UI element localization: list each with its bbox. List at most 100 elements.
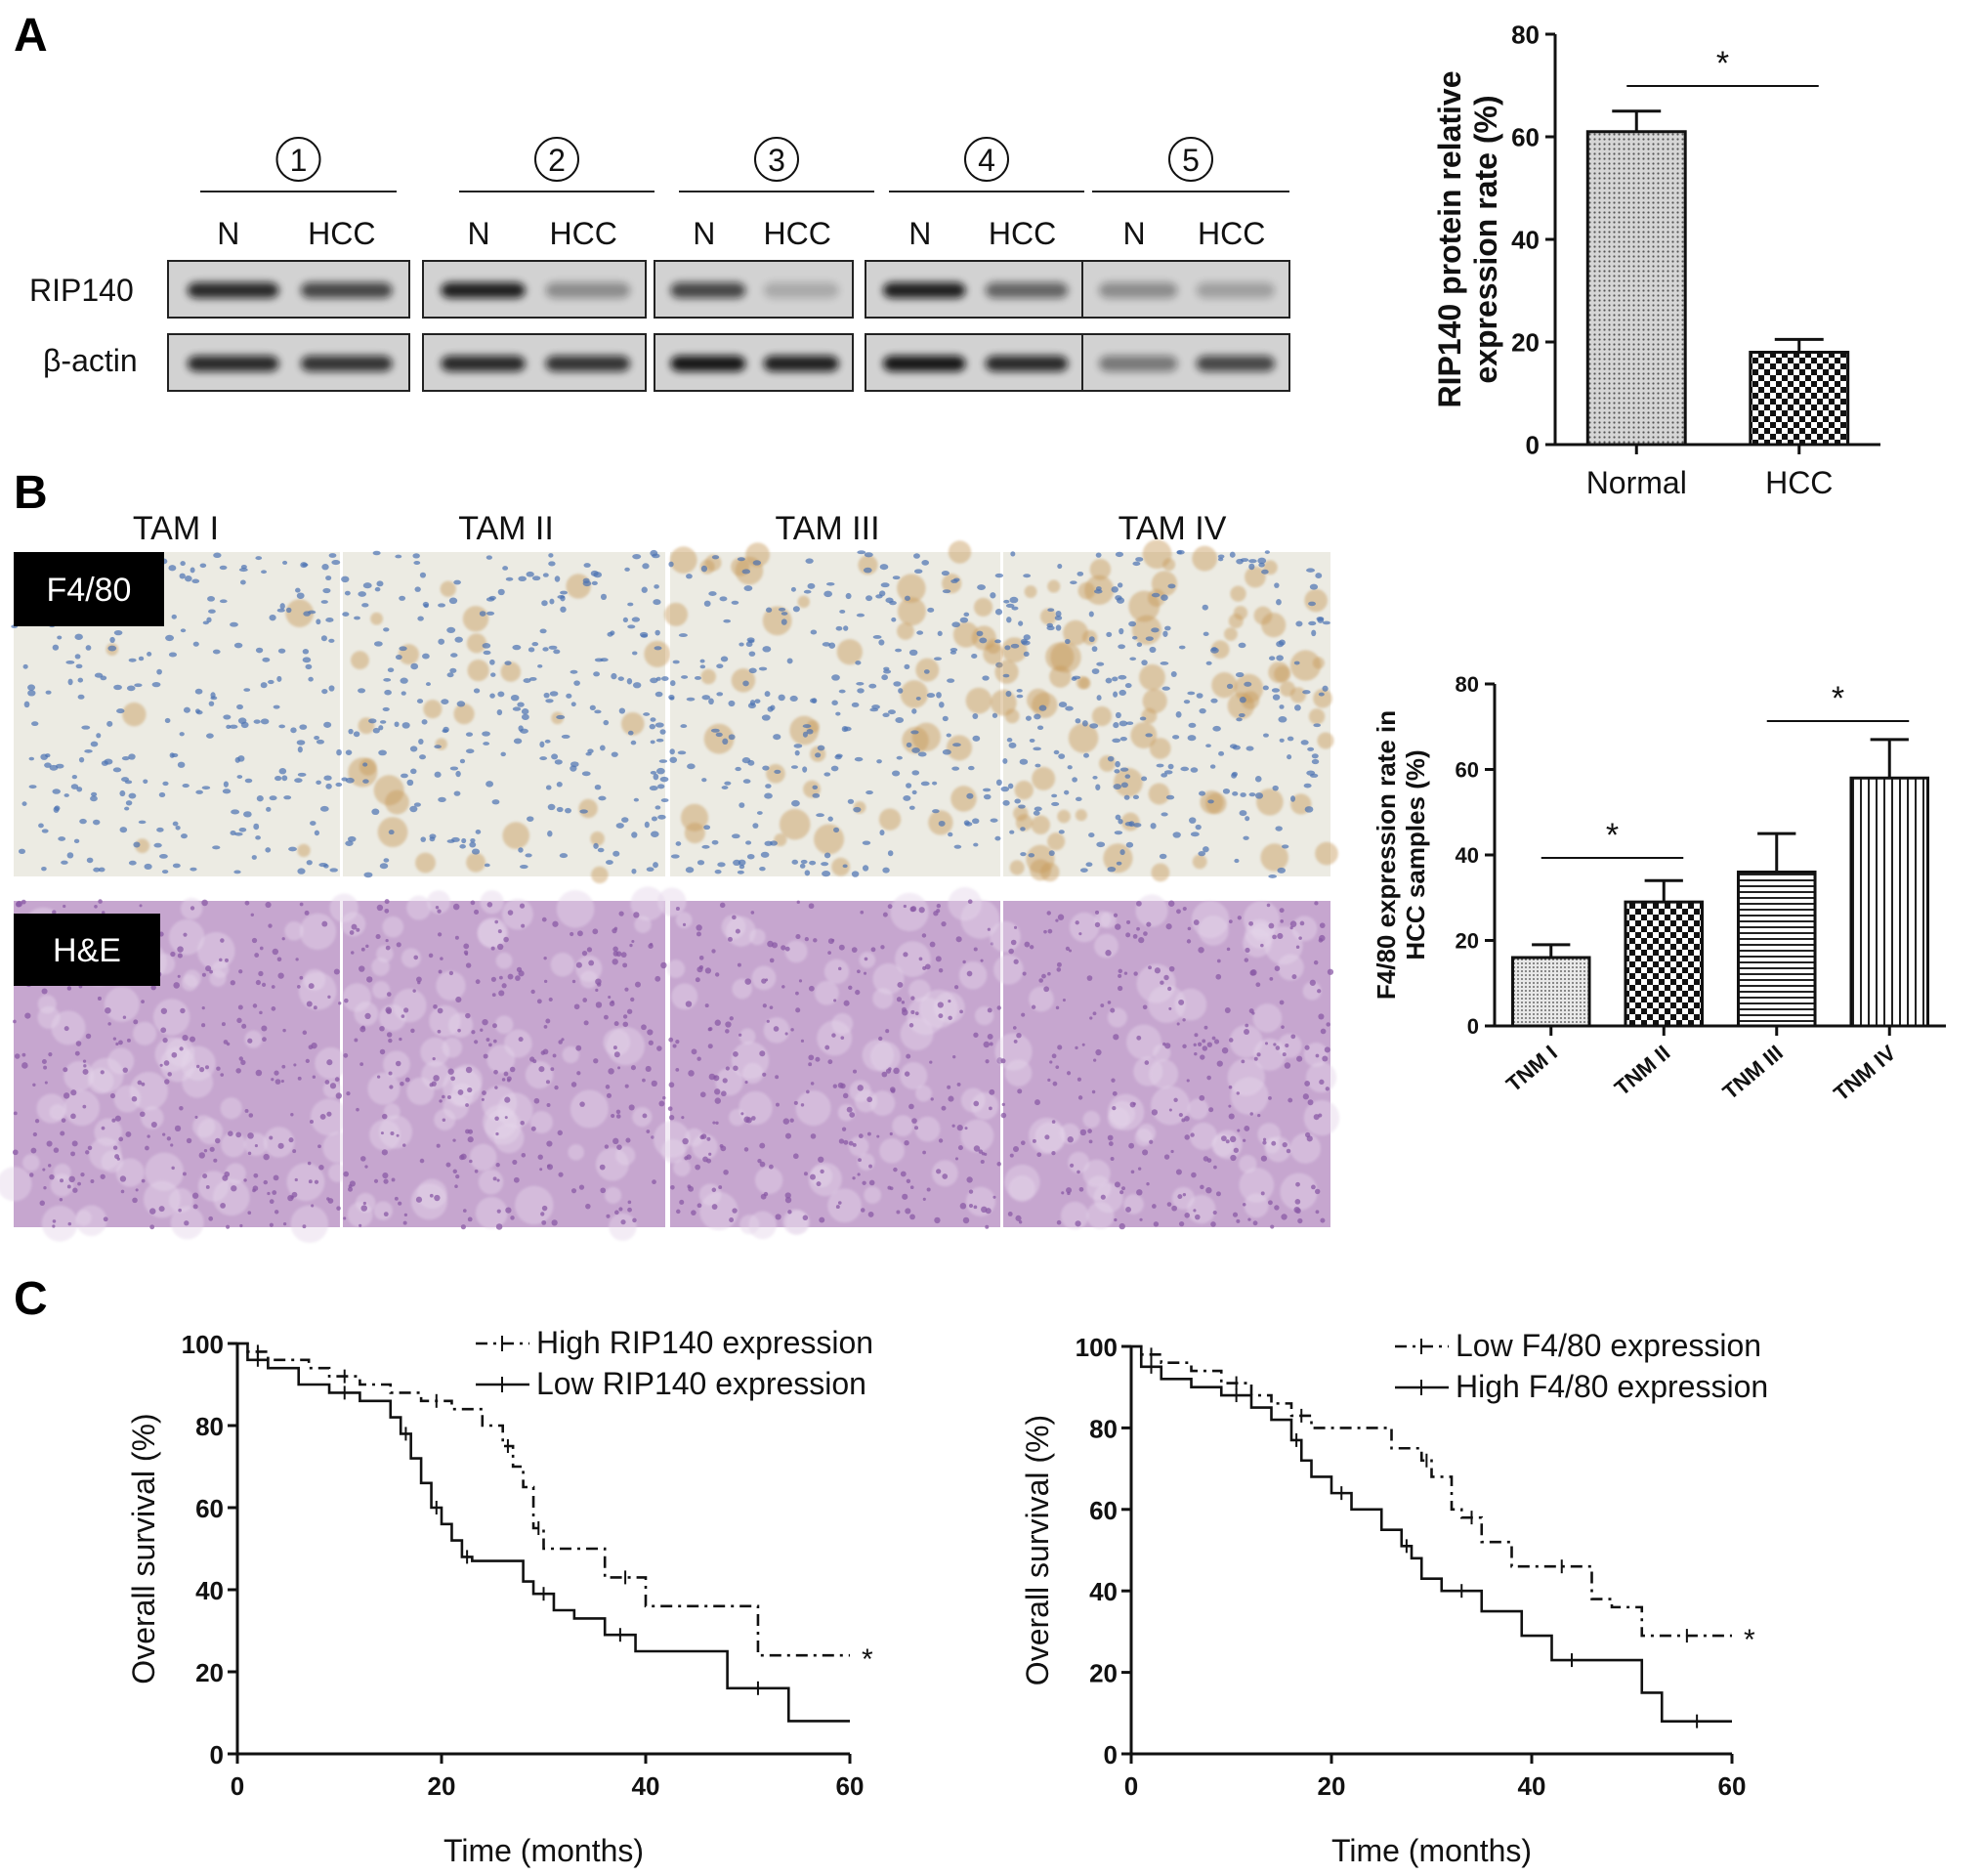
cell-nucleus xyxy=(737,870,744,874)
cell-nucleus xyxy=(1314,1188,1321,1195)
cell-nucleus xyxy=(808,903,815,910)
histology-column-label: TAM IV xyxy=(1119,510,1227,547)
cell-nucleus xyxy=(173,982,180,989)
cell-nucleus xyxy=(678,633,688,638)
cell-nucleus xyxy=(102,911,106,915)
cell-nucleus xyxy=(876,1134,880,1138)
stain-spot xyxy=(1142,688,1167,714)
cell-nucleus xyxy=(48,1052,53,1057)
cell-nucleus xyxy=(414,586,421,592)
cell-nucleus xyxy=(962,959,966,964)
cell-nucleus xyxy=(909,1214,915,1220)
sinusoid xyxy=(1109,1100,1136,1128)
cell-nucleus xyxy=(290,1113,294,1117)
cell-nucleus xyxy=(306,1001,313,1007)
cell-nucleus xyxy=(994,609,1003,616)
cell-nucleus xyxy=(348,728,354,735)
cell-nucleus xyxy=(653,862,658,869)
stain-spot xyxy=(1234,673,1264,704)
cell-nucleus xyxy=(1213,1165,1217,1170)
cell-nucleus xyxy=(523,678,531,684)
cell-nucleus xyxy=(711,1204,718,1210)
cell-nucleus xyxy=(94,904,98,909)
cell-nucleus xyxy=(333,968,340,975)
cell-nucleus xyxy=(1110,1007,1116,1013)
cell-nucleus xyxy=(90,795,98,802)
cell-nucleus xyxy=(153,842,162,848)
cell-nucleus xyxy=(316,739,324,745)
cell-nucleus xyxy=(61,860,68,865)
cell-nucleus xyxy=(556,806,564,813)
cell-nucleus xyxy=(791,859,799,865)
cell-nucleus xyxy=(994,835,1001,841)
cell-nucleus xyxy=(1088,1139,1093,1144)
cell-nucleus xyxy=(388,1038,393,1044)
sinusoid xyxy=(328,1163,348,1182)
cell-nucleus xyxy=(696,924,702,931)
cell-nucleus xyxy=(609,1001,615,1006)
cell-nucleus xyxy=(1295,945,1300,950)
cell-nucleus xyxy=(1228,1038,1234,1043)
cell-nucleus xyxy=(1193,919,1200,925)
cell-nucleus xyxy=(126,685,136,692)
cell-nucleus xyxy=(274,1079,281,1085)
stain-spot xyxy=(1192,545,1218,572)
cell-nucleus xyxy=(263,1179,269,1185)
cell-nucleus xyxy=(559,853,569,859)
cell-nucleus xyxy=(543,692,550,699)
cell-nucleus xyxy=(138,820,147,825)
cell-nucleus xyxy=(432,1056,436,1061)
cell-nucleus xyxy=(938,1013,944,1019)
cell-nucleus xyxy=(795,991,799,996)
cell-nucleus xyxy=(1108,1141,1114,1146)
cell-nucleus xyxy=(1282,1052,1287,1057)
cell-nucleus xyxy=(192,1204,198,1210)
cell-nucleus xyxy=(1264,1042,1269,1045)
cell-nucleus xyxy=(1070,580,1077,585)
cell-nucleus xyxy=(620,1219,626,1225)
cell-nucleus xyxy=(937,630,943,637)
cell-nucleus xyxy=(742,779,751,784)
cell-nucleus xyxy=(167,1072,172,1077)
cell-nucleus xyxy=(1008,742,1017,748)
cell-nucleus xyxy=(1316,617,1325,621)
cell-nucleus xyxy=(171,752,179,758)
cell-nucleus xyxy=(239,579,246,585)
cell-nucleus xyxy=(911,789,917,795)
cell-nucleus xyxy=(328,685,335,692)
cell-nucleus xyxy=(247,1211,252,1215)
sinusoid xyxy=(1190,1122,1218,1151)
sinusoid xyxy=(1291,916,1318,942)
blot-band xyxy=(545,282,631,299)
f480-ihc-image xyxy=(1003,552,1330,876)
y-tick-label: 0 xyxy=(1467,1014,1479,1039)
cell-nucleus xyxy=(1067,765,1073,770)
stain-spot xyxy=(789,715,820,746)
cell-nucleus xyxy=(842,864,848,869)
blot-band xyxy=(670,282,746,299)
cell-nucleus xyxy=(1266,903,1271,908)
cell-nucleus xyxy=(1013,925,1018,929)
cell-nucleus xyxy=(1146,921,1152,927)
cell-nucleus xyxy=(1184,1134,1190,1140)
cell-nucleus xyxy=(879,564,889,571)
cell-nucleus xyxy=(70,784,79,789)
cell-nucleus xyxy=(223,714,232,720)
cell-nucleus xyxy=(305,1058,310,1064)
cell-nucleus xyxy=(1021,1012,1026,1017)
cell-nucleus xyxy=(872,634,882,639)
cell-nucleus xyxy=(1236,1091,1241,1095)
cell-nucleus xyxy=(281,775,288,782)
cell-nucleus xyxy=(545,1080,551,1085)
cell-nucleus xyxy=(269,1199,274,1205)
cell-nucleus xyxy=(350,951,355,955)
cell-nucleus xyxy=(504,661,512,665)
cell-nucleus xyxy=(308,1179,313,1184)
cell-nucleus xyxy=(1163,770,1173,775)
cell-nucleus xyxy=(254,1144,258,1148)
cell-nucleus xyxy=(1061,1191,1065,1195)
cell-nucleus xyxy=(720,656,729,662)
cell-nucleus xyxy=(124,806,130,811)
cell-nucleus xyxy=(1263,733,1269,738)
